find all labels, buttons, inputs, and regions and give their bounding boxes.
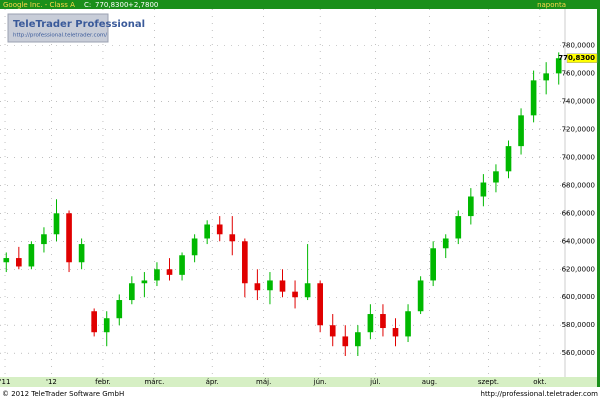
y-tick-label: 620,0000 [562, 265, 595, 273]
y-tick-label: 780,0000 [562, 41, 595, 49]
x-axis-strip [0, 377, 597, 387]
logo-box [7, 13, 109, 43]
close-label: C: [84, 1, 91, 9]
x-tick-label: febr. [95, 378, 111, 386]
candle-body [380, 314, 386, 329]
candle-body [392, 328, 399, 337]
y-tick-label: 640,0000 [562, 237, 595, 245]
candle-body [166, 269, 173, 275]
candle-body [3, 258, 10, 263]
y-tick-label: 760,0000 [562, 69, 595, 77]
x-tick-label: aug. [422, 378, 437, 386]
logo-url: http://professional.teletrader.com/ [13, 33, 107, 39]
candle-body [53, 213, 60, 235]
candle-body [103, 318, 110, 333]
x-tick-label: okt. [533, 378, 546, 386]
candle-body [355, 332, 361, 347]
candle-body [518, 115, 524, 147]
x-tick-label: máj. [256, 378, 271, 386]
y-tick-label: 740,0000 [562, 97, 595, 105]
candle-body [468, 196, 474, 217]
last-price-label: 770,8300 [558, 54, 595, 62]
instrument-name: Google Inc. - Class A [3, 1, 75, 9]
logo-title: TeleTrader Professional [13, 19, 145, 30]
y-tick-label: 580,0000 [562, 321, 595, 329]
candle-body [442, 238, 449, 249]
candle-body [267, 280, 273, 291]
y-tick-label: 680,0000 [562, 181, 595, 189]
candle-body [530, 80, 537, 116]
y-tick-label: 700,0000 [562, 153, 595, 161]
x-tick-label: jún. [313, 378, 327, 386]
candle-body [229, 234, 236, 242]
last-price-box [566, 53, 598, 63]
x-tick-label: '11 [0, 378, 10, 386]
candle-body [116, 300, 123, 319]
candle-body [505, 146, 512, 172]
x-tick-label: szept. [478, 378, 499, 386]
footer-url: http://professional.teletrader.com [481, 390, 599, 398]
candle-body [254, 283, 261, 291]
candle-body [204, 224, 210, 239]
candle-body [16, 258, 22, 267]
x-tick-label: '12 [46, 378, 57, 386]
candle-body [342, 336, 349, 347]
x-tick-label: ápr. [206, 378, 219, 386]
y-tick-label: 600,0000 [562, 293, 595, 301]
candle-body [480, 182, 487, 197]
interval: naponta [537, 1, 566, 9]
x-tick-label: júl. [369, 378, 381, 386]
candle-body [216, 224, 223, 235]
candle-body [66, 213, 72, 263]
footer-copyright: © 2012 TeleTrader Software GmbH [2, 390, 124, 398]
right-border [597, 9, 600, 387]
candle-body [154, 269, 160, 281]
candle-body [28, 244, 35, 267]
candle-body [191, 238, 198, 256]
candle-body [543, 73, 549, 81]
candle-body [41, 234, 47, 245]
candle-body [455, 216, 462, 239]
y-tick-label: 720,0000 [562, 125, 595, 133]
candle-body [317, 283, 323, 326]
candle-body [430, 248, 436, 281]
header-bar [0, 0, 600, 9]
candle-body [405, 311, 411, 337]
plot [0, 9, 565, 377]
candle-body [279, 280, 286, 292]
candle-body [179, 255, 185, 275]
x-tick-label: márc. [144, 378, 164, 386]
candle-body [304, 283, 311, 298]
candle-body [91, 311, 97, 333]
y-tick-label: 560,0000 [562, 349, 595, 357]
candle-body [242, 241, 248, 284]
candle-body [141, 280, 148, 284]
y-tick-label: 660,0000 [562, 209, 595, 217]
candle-body [367, 314, 374, 333]
candle-body [129, 283, 135, 301]
close-value: 770,8300 [95, 1, 128, 9]
candle-body [417, 280, 424, 312]
candle-body [78, 244, 85, 263]
candle-body [292, 291, 298, 298]
candle-body [329, 325, 336, 337]
candle-body [555, 58, 562, 74]
candle-body [493, 171, 499, 183]
change-value: +2,7800 [128, 1, 158, 9]
